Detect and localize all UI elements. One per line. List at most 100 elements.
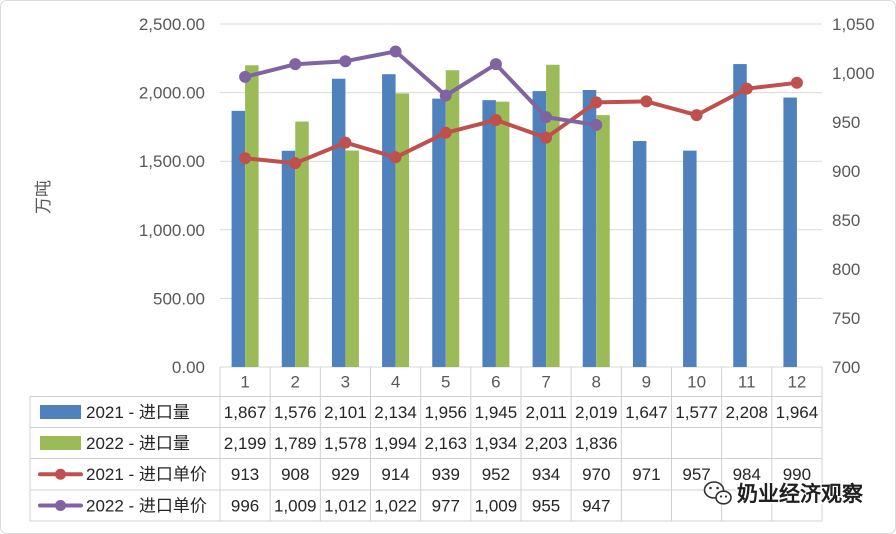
table-series-label: 2022 - 进口量: [86, 434, 190, 453]
table-value-import-volume-2022: 1,836: [575, 434, 618, 453]
bar-import-volume-2021: [683, 150, 697, 367]
table-value-import-volume-2021: 1,964: [776, 403, 819, 422]
category-label: 5: [441, 373, 450, 392]
legend-marker-import-price-2021: [55, 468, 66, 480]
table-value-import-price-2021: 908: [281, 465, 309, 484]
bar-import-volume-2022: [596, 115, 610, 367]
marker-import-price-2021: [389, 151, 402, 164]
bar-import-volume-2022: [295, 121, 309, 368]
y2-tick-label: 900: [832, 162, 860, 181]
table-series-label: 2021 - 进口单价: [86, 465, 207, 484]
bar-import-volume-2022: [546, 64, 560, 367]
table-value-import-price-2021: 990: [783, 465, 811, 484]
marker-import-price-2021: [790, 76, 803, 89]
table-value-import-volume-2021: 1,577: [675, 403, 718, 422]
line-series: [239, 45, 803, 170]
table-value-import-volume-2021: 2,011: [525, 403, 566, 422]
table-value-import-volume-2021: 1,647: [625, 403, 668, 422]
marker-import-price-2022: [540, 111, 553, 124]
table-value-import-volume-2022: 2,163: [424, 434, 467, 453]
y-tick-label: 0.00: [172, 358, 205, 377]
y-axis-title: 万吨: [34, 180, 53, 214]
marker-import-price-2021: [339, 136, 352, 149]
bar-import-volume-2022: [345, 150, 359, 367]
marker-import-price-2021: [289, 157, 302, 170]
bar-import-volume-2022: [495, 101, 510, 367]
bar-series: [231, 64, 797, 368]
bar-import-volume-2022: [445, 70, 460, 368]
table-value-import-price-2022: 1,009: [274, 496, 317, 515]
marker-import-price-2022: [289, 58, 302, 71]
category-label: 11: [738, 373, 756, 392]
table-value-import-volume-2021: 1,956: [424, 403, 467, 422]
y-tick-label: 500.00: [153, 289, 205, 308]
category-label: 1: [240, 373, 249, 392]
table-value-import-volume-2021: 2,134: [374, 403, 417, 422]
table-value-import-price-2022: 947: [582, 496, 610, 515]
table-value-import-price-2022: 1,009: [475, 496, 518, 515]
bar-import-volume-2022: [395, 93, 410, 367]
line-import-price-2021: [243, 80, 799, 166]
table-value-import-price-2021: 929: [331, 465, 359, 484]
secondary-y-axis: 700 750 800 850 900 950 1,000 1,050: [832, 15, 875, 377]
bar-import-volume-2021: [582, 89, 597, 368]
legend-key-import-volume-2022: [40, 436, 81, 450]
bar-import-volume-2021: [482, 100, 496, 368]
bar-import-volume-2021: [632, 141, 647, 367]
table-value-import-volume-2021: 2,208: [725, 403, 768, 422]
y-tick-label: 2,500.00: [139, 15, 205, 34]
table-value-import-volume-2022: 1,578: [324, 434, 367, 453]
marker-import-price-2021: [439, 126, 452, 139]
category-label: 7: [541, 373, 550, 392]
y2-tick-label: 850: [832, 211, 860, 230]
line-import-price-2022: [243, 49, 599, 127]
marker-import-price-2021: [489, 114, 502, 127]
bar-import-volume-2021: [432, 98, 446, 367]
legend-key-import-volume-2021: [40, 405, 81, 419]
table-value-import-price-2021: 939: [432, 465, 460, 484]
bar-import-volume-2021: [733, 64, 747, 367]
table-value-import-price-2021: 971: [632, 465, 660, 484]
table-value-import-volume-2022: 2,199: [224, 434, 267, 453]
table-value-import-volume-2021: 1,867: [224, 403, 267, 422]
bar-import-volume-2021: [382, 74, 396, 367]
marker-import-price-2022: [439, 89, 452, 102]
watermark-text: 奶业经济观察: [737, 482, 864, 506]
marker-import-price-2021: [740, 82, 753, 95]
legend-marker-import-price-2022: [55, 500, 66, 511]
bar-import-volume-2021: [281, 150, 296, 367]
table-value-import-volume-2022: 1,934: [475, 434, 518, 453]
y-tick-label: 1,500.00: [139, 152, 205, 171]
table-value-import-volume-2022: 1,789: [274, 434, 317, 453]
marker-import-price-2022: [339, 55, 352, 68]
table-value-import-price-2022: 1,012: [324, 496, 367, 515]
table-value-import-volume-2022: 2,203: [525, 434, 568, 453]
y2-tick-label: 1,050: [832, 15, 875, 34]
category-label: 4: [391, 373, 400, 392]
bar-import-volume-2021: [231, 110, 246, 368]
category-label: 10: [687, 373, 706, 392]
category-label: 8: [592, 373, 601, 392]
marker-import-price-2022: [239, 70, 252, 83]
watermark: 奶业经济观察: [703, 481, 865, 508]
table-value-import-volume-2022: 1,994: [374, 434, 417, 453]
category-label: 12: [787, 373, 806, 392]
table-series-label: 2022 - 进口单价: [86, 496, 207, 515]
category-label: 6: [491, 373, 500, 392]
marker-import-price-2021: [540, 131, 553, 144]
data-table-grid: [29, 367, 823, 522]
marker-import-price-2022: [489, 58, 502, 71]
y2-tick-label: 1,000: [832, 64, 875, 83]
table-value-import-price-2022: 1,022: [374, 496, 417, 515]
table-value-import-price-2021: 934: [532, 465, 560, 484]
y2-tick-label: 700: [832, 358, 860, 377]
table-value-import-volume-2021: 2,101: [324, 403, 367, 422]
marker-import-price-2021: [640, 95, 653, 108]
marker-import-price-2021: [690, 109, 703, 122]
marker-import-price-2021: [239, 152, 252, 165]
marker-import-price-2022: [389, 45, 402, 58]
primary-y-axis: 0.00 500.00 1,000.00 1,500.00 2,000.00 2,500.…: [139, 15, 205, 377]
table-value-import-price-2022: 996: [231, 496, 259, 515]
